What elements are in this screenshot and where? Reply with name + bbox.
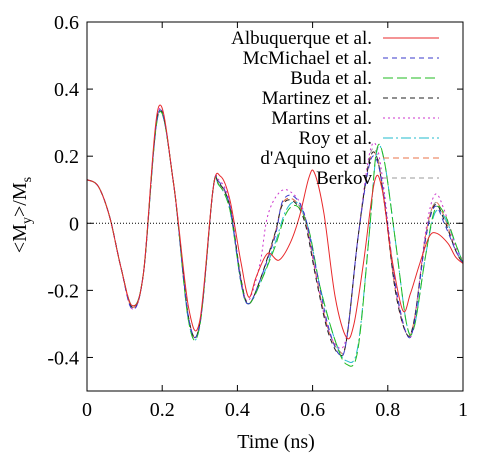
y-tick-label: 0	[69, 213, 79, 235]
legend-label-buda-et-al: Buda et al.	[290, 68, 372, 89]
series-line-martins-et-al	[86, 107, 464, 350]
x-tick-label: 0	[82, 399, 92, 421]
legend-label-d-aquino-et-al: d'Aquino et al.	[260, 148, 372, 169]
series-line-mcmichael-et-al	[86, 109, 464, 357]
x-tick-label: 1	[458, 399, 468, 421]
legend-label-martins-et-al: Martins et al.	[271, 108, 372, 129]
legend-label-albuquerque-et-al: Albuquerque et al.	[231, 28, 372, 49]
legend-label-roy-et-al: Roy et al.	[299, 128, 372, 149]
x-tick-label: 0.6	[300, 399, 325, 421]
y-tick-label: -0.2	[47, 280, 79, 302]
ticks-layer: -0.4 -0.2 0 0.2 0.4 0.6 0 0.2 0.4 0.6 0.8 1	[47, 12, 468, 421]
y-tick-label: 0.2	[54, 146, 79, 168]
x-tick-label: 0.8	[375, 399, 400, 421]
y-axis-label: <My>/Ms	[9, 177, 35, 253]
series-line-martinez-et-al	[86, 109, 464, 357]
legend-label-mcmichael-et-al: McMichael et al.	[243, 48, 372, 69]
x-tick-label: 0.4	[225, 399, 250, 421]
legend-label-martinez-et-al: Martinez et al.	[262, 88, 372, 109]
x-tick-label: 0.2	[150, 399, 175, 421]
x-axis-label: Time (ns)	[237, 431, 315, 453]
series-layer	[86, 104, 464, 367]
series-line-albuquerque-et-al	[86, 104, 464, 340]
y-tick-label: 0.4	[54, 79, 79, 101]
y-tick-label: -0.4	[47, 347, 79, 369]
plot-frame	[86, 21, 464, 392]
legend-label-berkov: Berkov	[316, 168, 372, 189]
y-tick-label: 0.6	[54, 12, 79, 34]
legend: Albuquerque et al.McMichael et al.Buda e…	[231, 28, 439, 189]
